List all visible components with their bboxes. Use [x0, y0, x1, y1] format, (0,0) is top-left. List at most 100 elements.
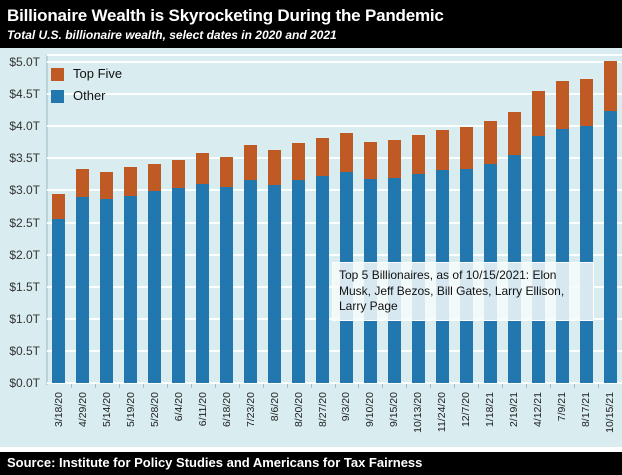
gridline — [47, 382, 622, 384]
y-axis-label: $5.0T — [9, 55, 40, 69]
source-footer: Source: Institute for Policy Studies and… — [0, 452, 622, 475]
bar-segment-other — [268, 184, 282, 383]
chart-header: Billionaire Wealth is Skyrocketing Durin… — [0, 0, 622, 48]
bar-segment-top-five — [100, 171, 114, 199]
x-tick — [214, 384, 216, 388]
bar-segment-other — [292, 180, 306, 383]
x-axis-label: 5/19/20 — [124, 392, 137, 428]
plot-top-border — [47, 54, 622, 56]
y-axis-label: $2.5T — [9, 215, 40, 230]
x-tick — [598, 384, 600, 388]
y-axis-line — [46, 55, 48, 385]
y-axis-label: $4.5T — [9, 87, 40, 102]
bar-segment-other — [531, 135, 545, 383]
gridline — [47, 157, 622, 160]
y-axis-label: $3.5T — [9, 151, 40, 166]
x-axis-label: 11/24/20 — [436, 392, 449, 433]
source-text: Source: Institute for Policy Studies and… — [7, 455, 423, 470]
chart-title: Billionaire Wealth is Skyrocketing Durin… — [7, 6, 444, 25]
bar-segment-other — [555, 128, 569, 383]
x-axis-label: 8/20/20 — [292, 392, 305, 428]
bar-segment-top-five — [411, 134, 425, 174]
y-axis-label: $1.5T — [9, 279, 40, 294]
gridline — [47, 125, 622, 128]
gridline — [47, 61, 622, 63]
bar-segment-top-five — [76, 169, 90, 197]
x-axis-label: 1/18/21 — [484, 392, 497, 428]
x-tick — [358, 384, 360, 388]
bar-segment-top-five — [316, 137, 330, 177]
x-axis-label: 4/12/21 — [532, 392, 545, 428]
bar-segment-top-five — [603, 60, 617, 111]
bar-segment-other — [52, 219, 66, 383]
y-axis-label: $1.0T — [9, 311, 40, 326]
bar-segment-other — [196, 183, 210, 383]
bar-segment-top-five — [435, 130, 449, 170]
x-axis-label: 5/28/20 — [148, 392, 161, 428]
x-axis-label: 9/15/20 — [388, 392, 401, 428]
bar-segment-top-five — [268, 149, 282, 185]
bar-segment-other — [579, 126, 593, 383]
y-axis-label: $2.0T — [9, 247, 40, 262]
y-axis-label: $0.5T — [9, 343, 40, 358]
x-axis-label: 9/3/20 — [340, 392, 353, 422]
bar-segment-top-five — [292, 142, 306, 181]
bar-segment-top-five — [220, 157, 234, 187]
x-axis-label: 9/10/20 — [364, 392, 377, 428]
bar-segment-top-five — [531, 90, 545, 136]
x-tick — [238, 384, 240, 388]
bar-segment-other — [244, 180, 258, 383]
y-axis-label: $0.0T — [9, 376, 40, 390]
gridline — [47, 253, 622, 256]
x-axis-label: 10/15/21 — [604, 392, 617, 433]
legend-item-top-five: Top Five — [51, 67, 122, 81]
x-tick — [286, 384, 288, 388]
x-axis-label: 8/17/21 — [580, 392, 593, 428]
x-axis-label: 5/14/20 — [100, 392, 113, 428]
x-tick — [526, 384, 528, 388]
x-axis-label: 8/6/20 — [268, 392, 281, 422]
legend: Top Five Other — [51, 67, 122, 111]
bar-segment-other — [124, 196, 138, 383]
x-tick — [454, 384, 456, 388]
gridline — [47, 189, 622, 192]
x-tick — [430, 384, 432, 388]
gridline — [47, 93, 622, 96]
gridline — [47, 221, 622, 224]
legend-item-other: Other — [51, 89, 122, 103]
x-axis-label: 7/9/21 — [556, 392, 569, 422]
x-tick — [70, 384, 72, 388]
bar-segment-top-five — [339, 132, 353, 172]
bar-segment-top-five — [555, 81, 569, 129]
legend-label-top-five: Top Five — [73, 66, 123, 81]
x-tick — [502, 384, 504, 388]
bar-segment-other — [603, 110, 617, 383]
bar-segment-other — [172, 187, 186, 383]
x-axis-label: 12/7/20 — [460, 392, 473, 428]
x-tick — [142, 384, 144, 388]
bar-segment-top-five — [172, 159, 186, 188]
bar-segment-top-five — [244, 145, 258, 181]
bar-segment-other — [100, 198, 114, 383]
bar-segment-top-five — [124, 167, 138, 197]
x-axis-label: 10/13/20 — [412, 392, 425, 433]
x-axis-label: 6/4/20 — [172, 392, 185, 422]
other-swatch — [51, 89, 64, 103]
y-axis-label: $3.0T — [9, 183, 40, 198]
y-axis-label: $4.0T — [9, 119, 40, 134]
x-tick — [94, 384, 96, 388]
x-tick — [406, 384, 408, 388]
x-axis-label: 3/18/20 — [52, 392, 65, 428]
chart-subtitle: Total U.S. billionaire wealth, select da… — [7, 28, 337, 42]
bar-segment-top-five — [483, 121, 497, 165]
bar-segment-other — [220, 186, 234, 383]
x-axis-label: 6/18/20 — [220, 392, 233, 428]
x-tick — [574, 384, 576, 388]
x-axis-label: 7/23/20 — [244, 392, 257, 428]
x-tick — [118, 384, 120, 388]
x-tick — [550, 384, 552, 388]
x-tick — [190, 384, 192, 388]
bar-segment-top-five — [387, 140, 401, 179]
x-axis-label: 4/29/20 — [76, 392, 89, 428]
